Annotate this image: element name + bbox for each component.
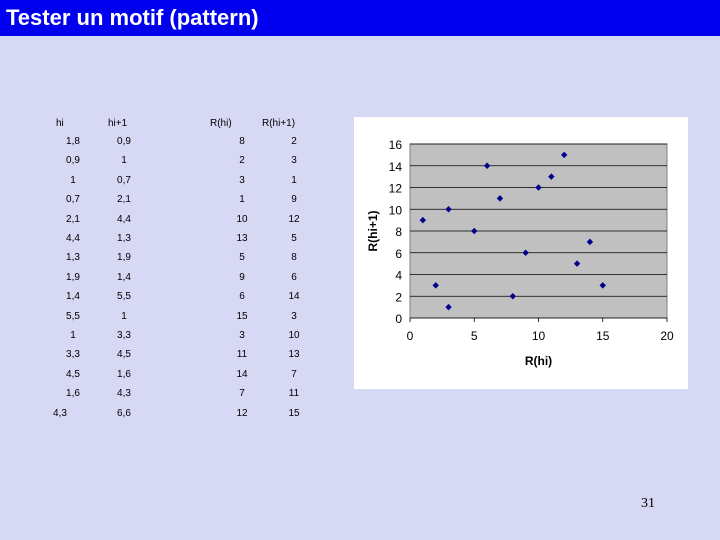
table-cell: 5,5 — [117, 291, 131, 303]
table-cell: 1 — [70, 330, 76, 341]
data-point — [471, 227, 478, 235]
page-number: 31 — [641, 496, 655, 511]
table-cell: 14 — [236, 368, 248, 380]
table-cell: 4,3 — [117, 388, 131, 400]
table-cell: 1,3 — [66, 252, 80, 264]
y-tick-label: 2 — [395, 290, 402, 304]
table-cell: 1,8 — [66, 136, 80, 147]
table-cell: 7 — [239, 388, 245, 400]
table-cell: 5 — [291, 233, 297, 244]
data-point — [419, 216, 427, 224]
table-cell: 15 — [288, 407, 300, 419]
y-tick-label: 12 — [389, 182, 403, 196]
data-point — [599, 282, 606, 289]
y-axis-label: R(hi+1) — [366, 210, 380, 251]
table-cell: 1 — [121, 155, 127, 167]
table-cell: 11 — [288, 388, 300, 400]
table-cell: 1 — [70, 174, 76, 186]
x-tick-label: 10 — [532, 329, 546, 343]
table-cell: 1 — [291, 174, 297, 186]
table-cell: 15 — [236, 310, 248, 322]
table-cell: 3 — [291, 155, 297, 167]
y-tick-label: 10 — [389, 203, 403, 217]
table-cell: 5,5 — [66, 310, 80, 322]
table-cell: 4,5 — [117, 349, 131, 361]
table-cell: 13 — [288, 349, 300, 361]
table-header: R(hi+1) — [262, 118, 296, 129]
table-cell: 4,5 — [66, 368, 80, 380]
x-tick-label: 15 — [596, 329, 610, 343]
table-header: hi+1 — [108, 118, 128, 129]
table-cell: 1,4 — [117, 271, 131, 283]
table-cell: 10 — [236, 213, 248, 225]
table-cell: 8 — [239, 136, 245, 147]
data-point — [445, 303, 452, 311]
table-cell: 7 — [291, 368, 297, 380]
data-point — [432, 282, 439, 289]
table-cell: 12 — [236, 407, 248, 419]
table-cell: 2 — [239, 155, 245, 167]
table-cell: 1 — [121, 310, 127, 322]
table-cell: 5 — [239, 252, 245, 264]
scatter-chart: 0 2 4 6 8 10 12 14 16 0 5 10 15 20 R(hi) R(hi+1) — [354, 117, 688, 389]
table-cell: 0,7 — [117, 174, 131, 186]
x-tick-label: 20 — [660, 329, 674, 343]
y-tick-label: 0 — [395, 312, 402, 326]
table-cell: 8 — [291, 252, 297, 264]
x-axis-label: R(hi) — [525, 354, 552, 368]
table-cell: 3,3 — [117, 330, 131, 341]
table-cell: 2 — [291, 136, 297, 147]
data-point — [496, 195, 504, 202]
y-tick-label: 8 — [395, 225, 402, 239]
table-cell: 2,1 — [117, 194, 131, 206]
table-cell: 0,9 — [66, 155, 80, 167]
table-cell: 4,3 — [53, 407, 67, 419]
table-cell: 3 — [239, 330, 245, 341]
data-point — [445, 206, 452, 213]
table-cell: 1,4 — [66, 291, 80, 303]
x-tick-label: 0 — [407, 329, 414, 343]
table-cell: 13 — [236, 233, 248, 244]
y-tick-label: 4 — [395, 269, 402, 283]
y-tick-label: 16 — [389, 138, 403, 152]
y-tick-label: 6 — [395, 247, 402, 261]
table-cell: 6,6 — [117, 407, 131, 419]
data-point — [535, 184, 542, 191]
table-cell: 12 — [288, 213, 300, 225]
table-cell: 10 — [288, 330, 300, 341]
slide-title: Tester un motif (pattern) — [6, 5, 259, 30]
scatter-chart-svg: 0 2 4 6 8 10 12 14 16 0 5 10 15 20 R(hi) R(hi+1) — [366, 138, 674, 368]
table-cell: 3 — [291, 310, 297, 322]
table-cell: 1,6 — [66, 388, 80, 400]
data-table: hi hi+1 R(hi) R(hi+1) 1,8 0,9 8 2 0,9 1 2 3 1 0,7 3 1 0,… — [0, 0, 350, 430]
table-cell: 0,9 — [117, 136, 131, 147]
table-cell: 6 — [239, 291, 245, 303]
table-cell: 1,3 — [117, 233, 131, 244]
table-cell: 1 — [239, 194, 245, 206]
table-cell: 3 — [239, 174, 245, 186]
table-cell: 2,1 — [66, 213, 80, 225]
title-bar: Tester un motif (pattern) — [0, 0, 720, 36]
table-cell: 6 — [291, 271, 297, 283]
table-cell: 11 — [236, 349, 248, 361]
table-header: hi — [56, 118, 64, 129]
x-tick-label: 5 — [471, 329, 478, 343]
y-tick-label: 14 — [389, 160, 403, 174]
table-cell: 4,4 — [66, 233, 80, 244]
table-cell: 9 — [291, 194, 297, 206]
table-cell: 14 — [288, 291, 300, 303]
table-cell: 0,7 — [66, 194, 80, 206]
table-cell: 4,4 — [117, 213, 131, 225]
table-cell: 1,9 — [66, 271, 80, 283]
table-cell: 1,9 — [117, 252, 131, 264]
table-cell: 3,3 — [66, 349, 80, 361]
table-header: R(hi) — [210, 118, 232, 129]
table-cell: 1,6 — [117, 368, 131, 380]
table-cell: 9 — [239, 271, 245, 283]
